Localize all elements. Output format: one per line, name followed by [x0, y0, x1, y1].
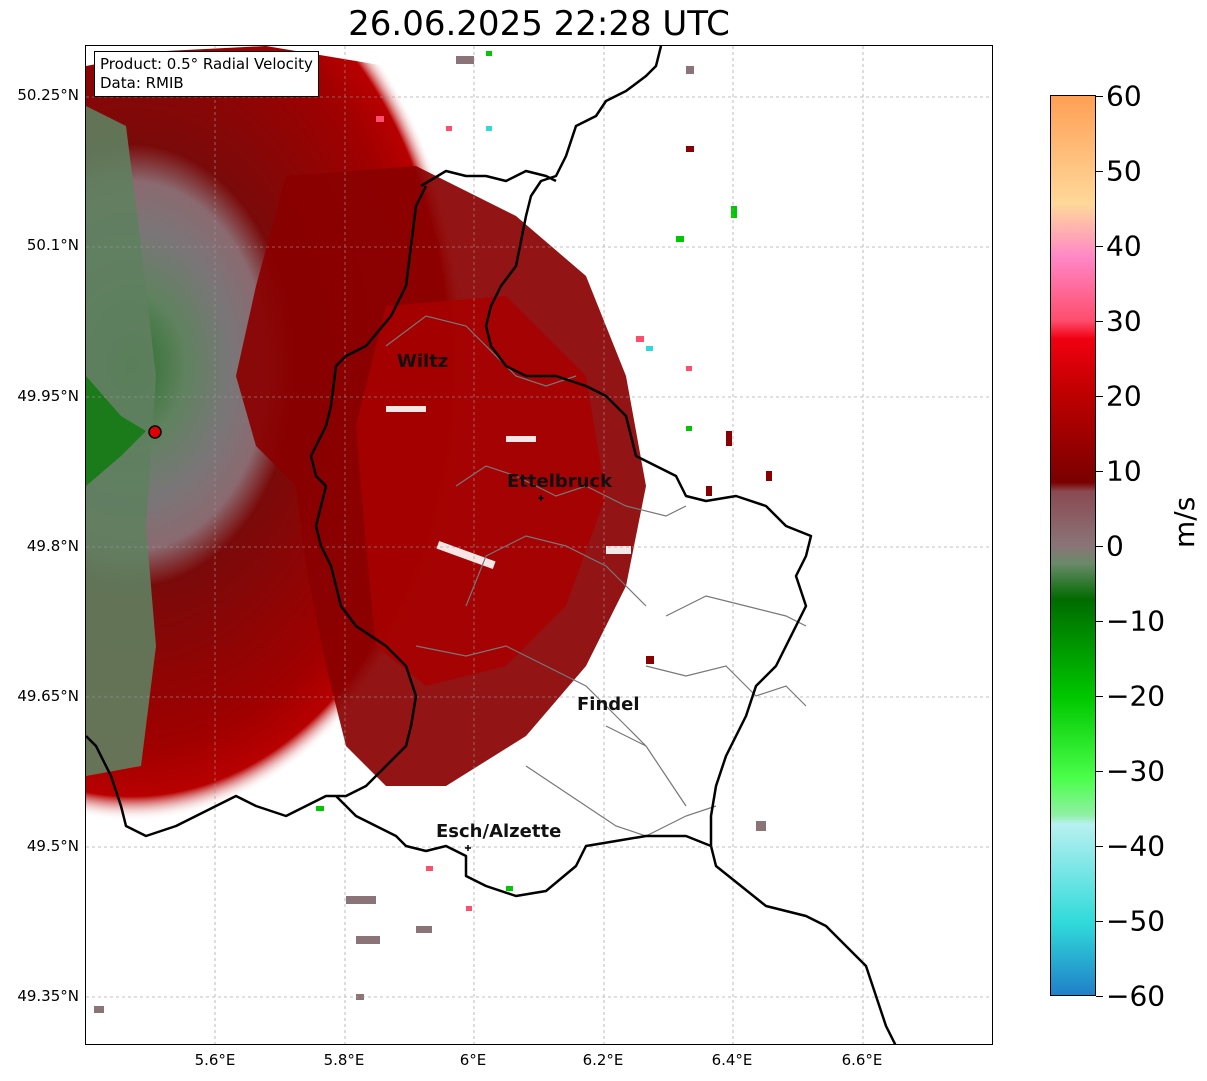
- colorbar-tick-label: 20: [1106, 379, 1142, 413]
- colorbar-tick-label: 30: [1106, 304, 1142, 338]
- city-label-wiltz: Wiltz: [397, 351, 449, 372]
- lon-label: 6.2°E: [582, 1051, 624, 1069]
- colorbar-tick-label: −10: [1106, 604, 1166, 638]
- colorbar-tick: [1096, 396, 1103, 397]
- lat-label: 50.1°N: [26, 236, 79, 254]
- colorbar-tick-label: 10: [1106, 454, 1142, 488]
- colorbar-tick-label: −40: [1106, 829, 1166, 863]
- colorbar-tick: [1096, 996, 1103, 997]
- city-label-esch: Esch/Alzette: [436, 821, 562, 842]
- colorbar-tick-label: −20: [1106, 679, 1166, 713]
- radar-site-marker: [148, 425, 162, 439]
- lat-label: 49.65°N: [17, 687, 79, 705]
- velocity-colorbar: [1050, 95, 1096, 996]
- colorbar-tick-label: 60: [1106, 79, 1142, 113]
- colorbar-tick: [1096, 321, 1103, 322]
- colorbar-tick: [1096, 621, 1103, 622]
- data-source-label: Data: RMIB: [100, 74, 184, 92]
- colorbar-tick: [1096, 246, 1103, 247]
- colorbar-tick-label: −60: [1106, 979, 1166, 1013]
- radar-map[interactable]: [85, 45, 993, 1045]
- colorbar-tick: [1096, 546, 1103, 547]
- radar-map-canvas: [86, 46, 992, 1044]
- colorbar-tick: [1096, 771, 1103, 772]
- colorbar-tick: [1096, 171, 1103, 172]
- colorbar-tick: [1096, 696, 1103, 697]
- lon-label: 6°E: [459, 1051, 487, 1069]
- city-label-ettelbruck: Ettelbruck: [507, 471, 613, 492]
- lat-label: 49.35°N: [17, 987, 79, 1005]
- colorbar-tick-label: −50: [1106, 904, 1166, 938]
- lon-label: 6.6°E: [841, 1051, 883, 1069]
- colorbar-tick: [1096, 96, 1103, 97]
- colorbar-tick-label: 0: [1106, 529, 1124, 563]
- lat-label: 49.5°N: [26, 837, 79, 855]
- colorbar-tick: [1096, 471, 1103, 472]
- map-title: 26.06.2025 22:28 UTC: [348, 4, 730, 44]
- product-label: Product: 0.5° Radial Velocity: [100, 55, 313, 73]
- city-label-findel: Findel: [577, 694, 640, 715]
- colorbar-tick: [1096, 921, 1103, 922]
- lon-label: 5.8°E: [323, 1051, 365, 1069]
- lon-label: 6.4°E: [711, 1051, 753, 1069]
- colorbar-tick-label: −30: [1106, 754, 1166, 788]
- colorbar-tick-label: 50: [1106, 154, 1142, 188]
- colorbar-tick-label: 40: [1106, 229, 1142, 263]
- lat-label: 49.95°N: [17, 387, 79, 405]
- lat-label: 50.25°N: [17, 86, 79, 104]
- colorbar-unit-label: m/s: [1168, 496, 1201, 548]
- product-info-box: Product: 0.5° Radial Velocity Data: RMIB: [94, 51, 319, 97]
- lon-label: 5.6°E: [194, 1051, 236, 1069]
- colorbar-tick: [1096, 846, 1103, 847]
- lat-label: 49.8°N: [26, 537, 79, 555]
